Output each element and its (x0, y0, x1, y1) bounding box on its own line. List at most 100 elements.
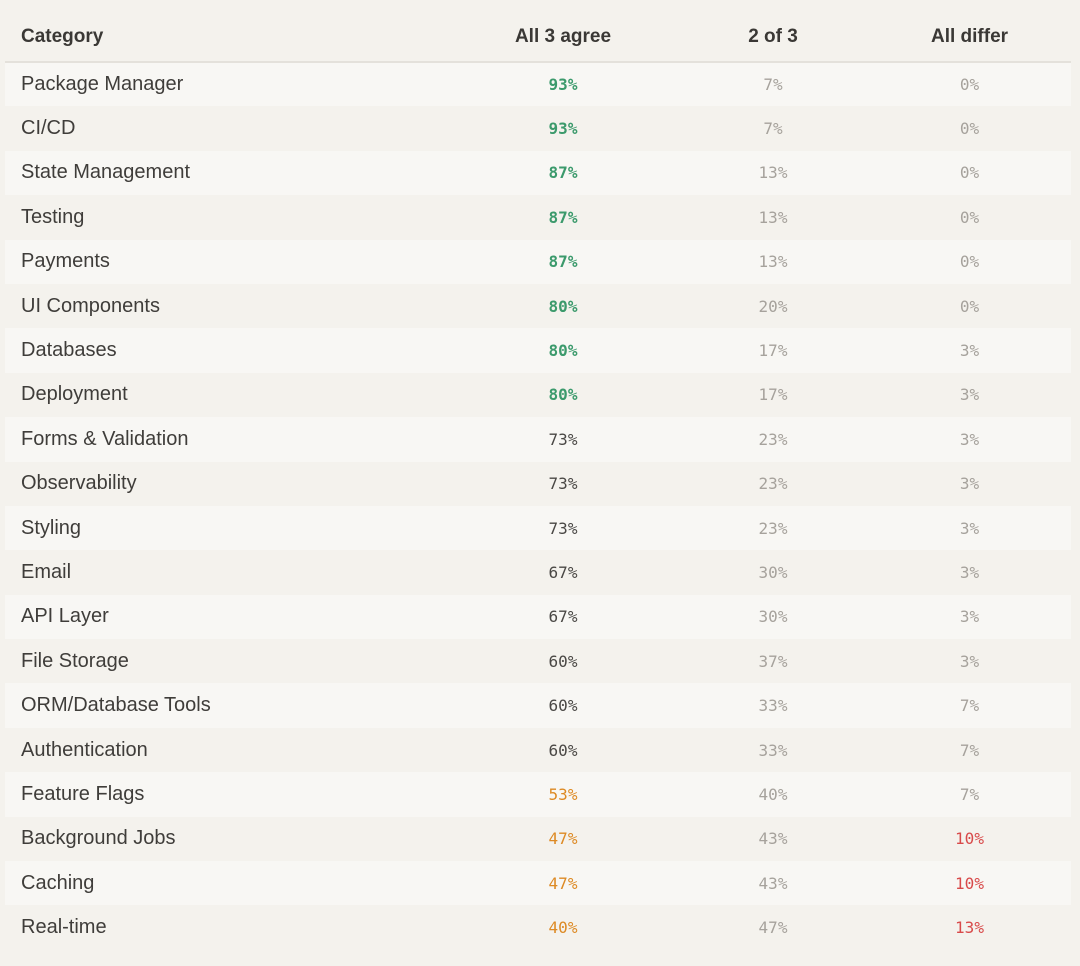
all-differ-cell: 3% (959, 607, 980, 627)
category-cell: State Management (21, 161, 190, 184)
all-differ-cell: 3% (959, 341, 980, 361)
all-agree-cell: 67% (548, 607, 578, 627)
all-agree-cell: 73% (548, 429, 578, 449)
two-of-three-cell: 17% (758, 341, 788, 361)
table-row: Email 67% 30% 3% (5, 550, 1071, 595)
all-differ-cell: 3% (959, 562, 980, 582)
two-of-three-cell: 17% (758, 385, 788, 405)
table-row: UI Components 80% 20% 0% (5, 283, 1071, 329)
table-row: State Management 87% 13% 0% (5, 150, 1071, 196)
all-agree-cell: 87% (548, 252, 578, 272)
table-row: ORM/Database Tools 60% 33% 7% (5, 683, 1071, 728)
two-of-three-cell: 7% (763, 75, 783, 95)
all-agree-cell: 47% (548, 829, 578, 849)
all-differ-cell: 0% (959, 75, 980, 95)
all-differ-cell: 10% (955, 829, 984, 849)
all-differ-cell: 0% (959, 207, 980, 227)
all-differ-cell: 3% (959, 385, 980, 405)
all-agree-cell: 40% (548, 918, 578, 938)
all-differ-cell: 0% (959, 119, 980, 139)
category-cell: Background Jobs (21, 827, 176, 850)
two-of-three-cell: 37% (758, 651, 788, 671)
category-cell: File Storage (21, 649, 129, 672)
all-agree-cell: 73% (548, 518, 578, 538)
two-of-three-cell: 7% (763, 119, 783, 139)
two-of-three-cell: 43% (758, 829, 788, 849)
two-of-three-cell: 30% (758, 607, 788, 627)
two-of-three-cell: 47% (758, 918, 788, 938)
table-row: CI/CD 93% 7% 0% (5, 106, 1071, 151)
table-row: Real-time 40% 47% 13% (5, 905, 1071, 950)
all-agree-cell: 60% (548, 740, 578, 760)
category-cell: CI/CD (21, 117, 76, 140)
column-header-all-differ: All differ (868, 13, 1071, 63)
table-row: Package Manager 93% 7% 0% (5, 62, 1071, 107)
category-cell: Databases (21, 339, 117, 362)
category-cell: Authentication (21, 738, 148, 761)
table-row: Background Jobs 47% 43% 10% (5, 816, 1071, 862)
two-of-three-cell: 13% (758, 207, 788, 227)
category-cell: UI Components (21, 294, 160, 317)
two-of-three-cell: 33% (758, 740, 788, 760)
all-differ-cell: 10% (955, 873, 984, 893)
all-differ-cell: 7% (959, 740, 980, 760)
all-agree-cell: 73% (548, 474, 578, 494)
all-agree-cell: 87% (548, 163, 578, 183)
all-agree-cell: 53% (548, 784, 578, 804)
category-cell: Deployment (21, 383, 128, 406)
table-row: Testing 87% 13% 0% (5, 195, 1071, 240)
two-of-three-cell: 43% (758, 873, 788, 893)
all-differ-cell: 3% (959, 474, 980, 494)
table-row: API Layer 67% 30% 3% (5, 594, 1071, 640)
all-agree-cell: 67% (548, 562, 578, 582)
column-header-category: Category (5, 13, 448, 63)
table-row: Observability 73% 23% 3% (5, 461, 1071, 506)
category-cell: API Layer (21, 605, 109, 628)
all-differ-cell: 3% (959, 651, 980, 671)
all-agree-cell: 87% (548, 207, 578, 227)
all-agree-cell: 80% (548, 385, 578, 405)
table-row: Databases 80% 17% 3% (5, 328, 1071, 373)
all-agree-cell: 80% (548, 341, 578, 361)
category-cell: Payments (21, 250, 110, 273)
two-of-three-cell: 23% (758, 429, 788, 449)
all-agree-cell: 47% (548, 873, 578, 893)
all-agree-cell: 80% (548, 296, 578, 316)
category-cell: Testing (21, 205, 85, 228)
two-of-three-cell: 23% (758, 518, 788, 538)
two-of-three-cell: 13% (758, 252, 788, 272)
two-of-three-cell: 40% (758, 784, 788, 804)
category-cell: Forms & Validation (21, 427, 189, 450)
header-row: Category All 3 agree 2 of 3 All differ (5, 13, 1071, 63)
category-cell: Caching (21, 871, 95, 894)
all-differ-cell: 0% (959, 296, 980, 316)
all-differ-cell: 7% (959, 784, 980, 804)
table-body: Package Manager 93% 7% 0% CI/CD 93% 7% 0% State … (5, 62, 1071, 950)
all-agree-cell: 60% (548, 696, 578, 716)
all-agree-cell: 60% (548, 651, 578, 671)
all-differ-cell: 7% (959, 696, 980, 716)
category-cell: Feature Flags (21, 782, 145, 805)
all-differ-cell: 13% (955, 918, 984, 938)
all-differ-cell: 3% (959, 518, 980, 538)
table-header: Category All 3 agree 2 of 3 All differ (5, 13, 1071, 63)
all-differ-cell: 0% (959, 163, 980, 183)
agreement-table: Category All 3 agree 2 of 3 All differ P… (5, 13, 1071, 950)
all-differ-cell: 3% (959, 429, 980, 449)
column-header-two-of-three: 2 of 3 (678, 13, 868, 63)
category-cell: Styling (21, 516, 82, 539)
category-cell: Package Manager (21, 73, 184, 96)
table-row: Deployment 80% 17% 3% (5, 372, 1071, 418)
table-row: Caching 47% 43% 10% (5, 861, 1071, 906)
two-of-three-cell: 30% (758, 562, 788, 582)
all-agree-cell: 93% (548, 119, 578, 139)
table-row: Payments 87% 13% 0% (5, 239, 1071, 284)
two-of-three-cell: 33% (758, 696, 788, 716)
category-cell: Real-time (21, 916, 107, 939)
table-row: Feature Flags 53% 40% 7% (5, 772, 1071, 817)
category-cell: ORM/Database Tools (21, 694, 211, 717)
category-cell: Email (21, 560, 72, 583)
table-row: File Storage 60% 37% 3% (5, 639, 1071, 684)
two-of-three-cell: 13% (758, 163, 788, 183)
